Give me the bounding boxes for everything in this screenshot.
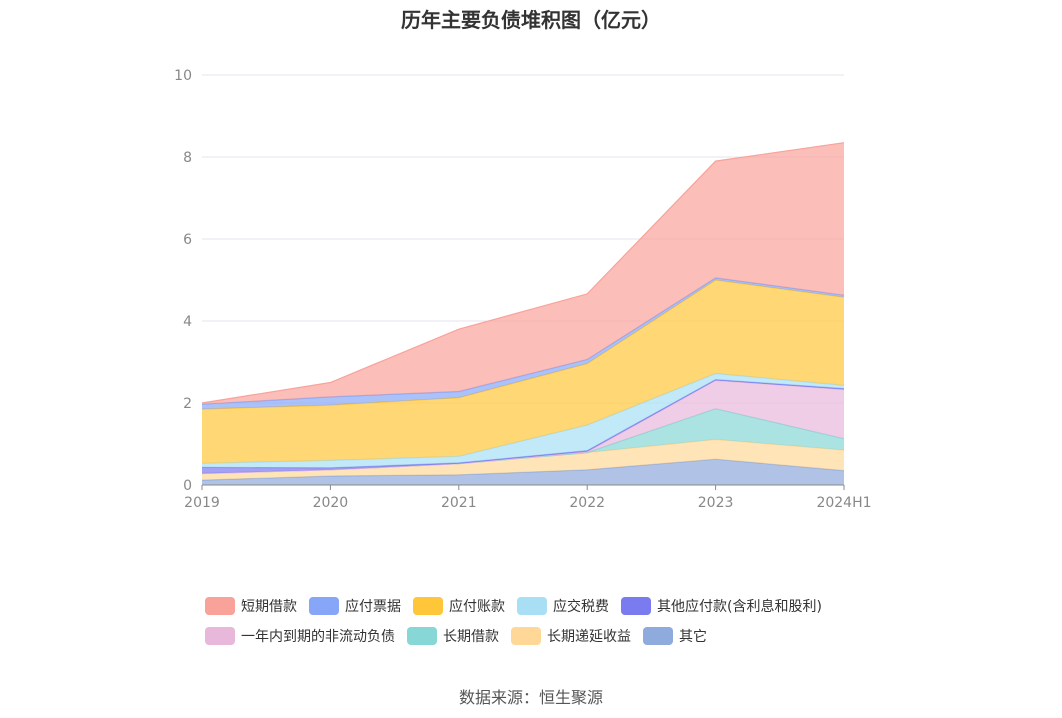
y-tick-label: 6 <box>183 232 192 248</box>
legend-swatch <box>205 597 235 615</box>
legend-item[interactable]: 一年内到期的非流动负债 <box>205 626 395 646</box>
legend-swatch <box>413 597 443 615</box>
legend-swatch <box>309 597 339 615</box>
legend-swatch <box>407 627 437 645</box>
legend-swatch <box>643 627 673 645</box>
x-tick-label: 2019 <box>184 495 220 511</box>
area-series-2 <box>202 408 844 474</box>
legend-label: 应付账款 <box>449 599 505 615</box>
chart-title: 历年主要负债堆积图（亿元） <box>401 8 661 32</box>
area-series-1 <box>202 439 844 481</box>
legend-label: 其他应付款(含利息和股利) <box>657 599 822 615</box>
y-tick-label: 0 <box>183 478 192 494</box>
legend-item[interactable]: 长期递延收益 <box>511 626 631 646</box>
area-series-0 <box>202 459 844 485</box>
legend-item[interactable]: 长期借款 <box>407 626 499 646</box>
area-series-5 <box>202 373 844 468</box>
legend: 短期借款 应付票据 应付账款 应交税费 其他应付款(含利息和股利) 一年内到期的非流动负债… <box>205 591 905 651</box>
legend-label: 长期递延收益 <box>547 629 631 645</box>
area-series-line-8 <box>201 142 845 404</box>
area-series-6 <box>202 280 844 464</box>
x-tick-label: 2021 <box>441 495 477 511</box>
legend-label: 应付票据 <box>345 599 401 615</box>
x-tick-label: 2023 <box>698 495 734 511</box>
legend-item[interactable]: 应付票据 <box>309 596 401 616</box>
legend-swatch <box>621 597 651 615</box>
y-tick-label: 10 <box>174 68 192 84</box>
legend-label: 其它 <box>679 629 707 645</box>
area-series-line-5 <box>201 372 845 464</box>
area-series-3 <box>202 380 844 474</box>
y-tick-label: 2 <box>183 396 192 412</box>
legend-item[interactable]: 其它 <box>643 626 707 646</box>
tick-labels: 0 2 4 6 8 10 2019 2020 2021 2022 2023 2024H1 <box>174 68 871 511</box>
x-tick-label: 2024H1 <box>816 495 871 511</box>
area-series-8 <box>202 142 844 405</box>
legend-item[interactable]: 短期借款 <box>205 596 297 616</box>
area-series <box>201 142 845 485</box>
legend-row: 短期借款 应付票据 应付账款 应交税费 其他应付款(含利息和股利) <box>205 591 905 621</box>
legend-row: 一年内到期的非流动负债 长期借款 长期递延收益 其它 <box>205 621 905 651</box>
legend-label: 短期借款 <box>241 599 297 615</box>
data-source: 数据来源：恒生聚源 <box>458 688 603 707</box>
legend-item[interactable]: 应付账款 <box>413 596 505 616</box>
legend-label: 应交税费 <box>553 599 609 615</box>
stacked-area-chart: 0 2 4 6 8 10 2019 2020 2021 2022 2023 2024H1 <box>174 68 871 511</box>
legend-item[interactable]: 应交税费 <box>517 596 609 616</box>
y-tick-label: 4 <box>183 314 192 330</box>
x-axis <box>201 484 845 490</box>
legend-label: 长期借款 <box>443 629 499 645</box>
legend-item[interactable]: 其他应付款(含利息和股利) <box>621 596 822 616</box>
y-tick-label: 8 <box>183 150 192 166</box>
legend-swatch <box>205 627 235 645</box>
legend-swatch <box>511 627 541 645</box>
legend-label: 一年内到期的非流动负债 <box>241 629 395 645</box>
x-tick-label: 2020 <box>313 495 349 511</box>
legend-swatch <box>517 597 547 615</box>
x-tick-label: 2022 <box>569 495 605 511</box>
